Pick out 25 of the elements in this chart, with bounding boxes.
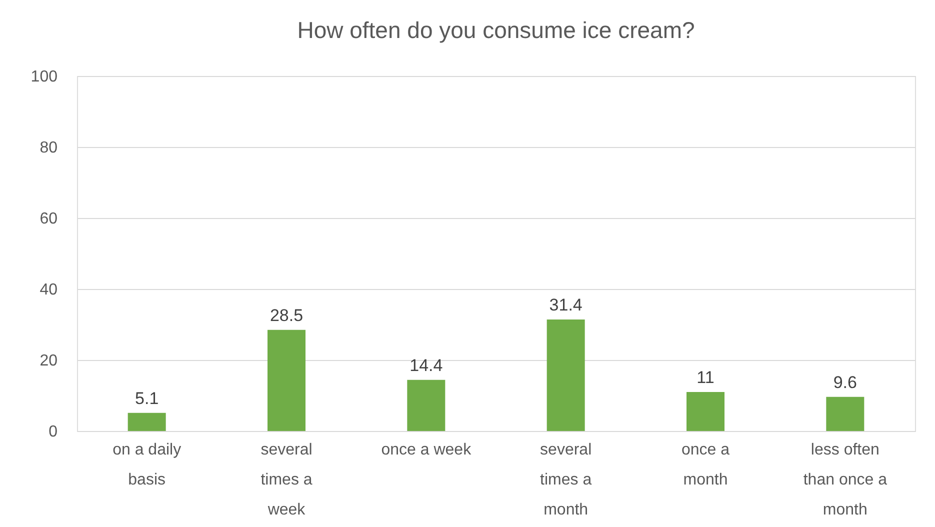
- y-tick-label: 20: [40, 352, 58, 370]
- x-tick-label: on a daily basis: [112, 442, 182, 488]
- y-tick-label: 100: [30, 68, 58, 86]
- bar: [128, 412, 166, 431]
- data-label: 28.5: [270, 306, 304, 325]
- data-label: 5.1: [135, 388, 159, 408]
- x-tick-label: less often than once a month: [803, 442, 888, 518]
- y-tick-label: 40: [40, 282, 58, 298]
- bar: [268, 330, 306, 431]
- chart-title: How often do you consume ice cream?: [297, 17, 695, 43]
- y-tick-label: 0: [48, 424, 58, 440]
- bar: [546, 320, 585, 431]
- bar: [686, 392, 724, 431]
- bar: [407, 380, 446, 431]
- y-tick-label: 80: [40, 140, 58, 156]
- x-tick-label: once a week: [381, 442, 472, 458]
- x-tick-label: several times a week: [260, 442, 312, 518]
- y-tick-label: 60: [40, 210, 58, 228]
- data-label: 9.6: [833, 372, 857, 392]
- bar: [826, 396, 864, 431]
- data-label: 14.4: [410, 356, 443, 375]
- x-tick-label: once a month: [681, 442, 730, 488]
- data-label: 11: [696, 368, 714, 387]
- data-label: 31.4: [549, 296, 582, 315]
- x-tick-label: several times a month: [540, 442, 592, 518]
